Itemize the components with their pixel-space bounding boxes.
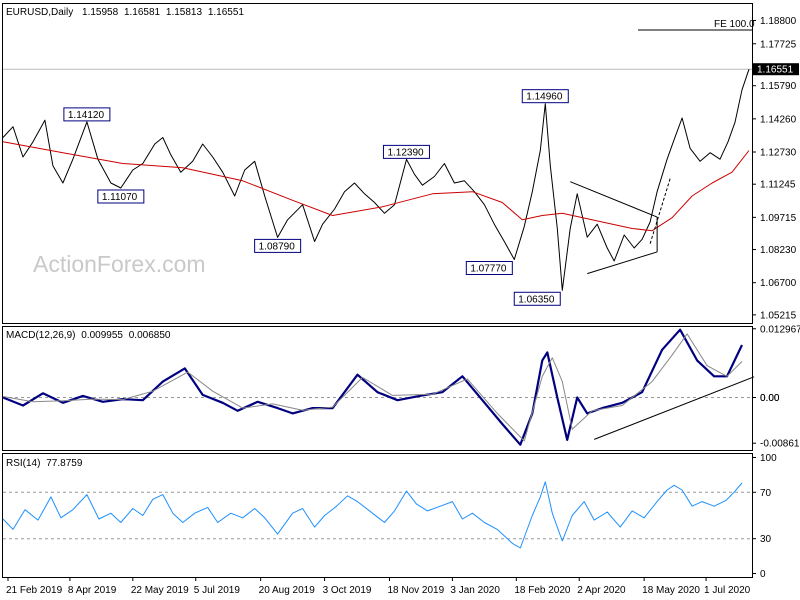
price-annotation-box <box>63 107 111 122</box>
x-tick-label: 18 Nov 2019 <box>387 585 444 596</box>
y-tick-label: -0.008616 <box>760 439 800 450</box>
low-value: 1.15813 <box>166 7 203 18</box>
y-tick-label: 0 <box>760 569 766 580</box>
fe-level-label: FE 100.0 <box>714 19 755 30</box>
watermark: ActionForex.com <box>33 251 206 277</box>
macd-header: MACD(12,26,9) 0.009955 0.006850 <box>6 330 171 341</box>
macd-trendline <box>594 376 755 440</box>
timeframe: Daily <box>51 7 73 18</box>
x-tick-label: 18 May 2020 <box>642 585 700 596</box>
rsi-header: RSI(14) 77.8759 <box>6 458 83 469</box>
current-price-tag <box>753 63 799 76</box>
high-value: 1.16581 <box>124 7 161 18</box>
x-tick-label: 5 Jul 2019 <box>194 585 241 596</box>
rsi-value: 77.8759 <box>46 458 83 469</box>
x-tick-label: 20 Aug 2019 <box>259 585 316 596</box>
price-annotation-label: 1.07770 <box>470 264 507 275</box>
price-annotation-box <box>254 238 302 253</box>
symbol: EURUSD <box>6 7 48 18</box>
price-annotation-box <box>521 89 569 104</box>
y-tick-label: 1.12730 <box>760 148 797 159</box>
y-tick-label: 100 <box>760 453 777 464</box>
macd-signal-tag: 0.00 <box>760 393 780 404</box>
triangle-upper <box>570 181 658 218</box>
close-value: 1.16551 <box>208 7 245 18</box>
y-tick-label: 1.05215 <box>760 310 797 321</box>
x-tick-label: 2 Apr 2020 <box>577 585 626 596</box>
y-tick-label: 1.06700 <box>760 278 797 289</box>
price-annotation-label: 1.08790 <box>259 241 296 252</box>
y-tick-label: 1.11245 <box>760 180 796 191</box>
macd-panel <box>2 326 753 451</box>
x-tick-label: 21 Feb 2019 <box>6 585 63 596</box>
price-annotation-label: 1.14960 <box>526 92 563 103</box>
price-annotation-label: 1.06350 <box>518 294 555 305</box>
y-tick-label: 30 <box>760 534 772 545</box>
price-annotation-box <box>465 261 513 276</box>
x-axis: 21 Feb 2019 8 Apr 2019 22 May 2019 5 Jul 20… <box>6 577 751 596</box>
y-tick-label: 1.14260 <box>760 114 797 125</box>
series-rsi <box>2 481 743 549</box>
price-annotation-label: 1.14120 <box>68 110 105 121</box>
triangle-lower <box>587 251 658 275</box>
breakout-dashed <box>649 178 671 244</box>
x-tick-label: 3 Jan 2020 <box>450 585 500 596</box>
x-tick-label: 3 Oct 2019 <box>323 585 372 596</box>
y-tick-label: 1.09715 <box>760 213 797 224</box>
current-price-label: 1.16551 <box>757 65 794 76</box>
series-signal <box>2 333 743 442</box>
y-tick-label: 0.00 <box>760 393 780 404</box>
series-price <box>2 69 750 291</box>
price-plot: 1.18800 1.17725 1.15790 1.14260 1.12730 1.112… <box>2 16 799 321</box>
price-annotation-box <box>382 144 430 159</box>
y-tick-label: 1.08230 <box>760 245 797 256</box>
series-ma <box>2 141 750 232</box>
y-tick-label: 1.18800 <box>760 16 797 27</box>
price-annotation-box <box>97 189 145 204</box>
price-annotation-box <box>513 291 561 306</box>
rsi-title: RSI(14) <box>6 458 40 469</box>
x-tick-label: 1 Jul 2020 <box>704 585 751 596</box>
macd-title: MACD(12,26,9) <box>6 330 75 341</box>
open-value: 1.15958 <box>82 7 119 18</box>
rsi-plot: 100 70 30 0 <box>2 453 777 580</box>
price-annotation-label: 1.12390 <box>387 147 424 158</box>
macd-signal-value: 0.006850 <box>129 330 171 341</box>
x-tick-label: 8 Apr 2019 <box>68 585 117 596</box>
macd-value: 0.009955 <box>81 330 123 341</box>
price-annotation-label: 1.11070 <box>102 192 138 203</box>
y-tick-label: 0.012967 <box>760 324 800 335</box>
x-tick-label: 22 May 2019 <box>131 585 189 596</box>
x-tick-label: 18 Feb 2020 <box>514 585 571 596</box>
y-tick-label: 1.15790 <box>760 81 797 92</box>
rsi-panel <box>2 453 753 578</box>
series-macd <box>2 328 743 446</box>
y-tick-label: 1.17725 <box>760 39 797 50</box>
price-header: EURUSD,Daily 1.15958 1.16581 1.15813 1.1… <box>6 7 244 18</box>
y-tick-label: 70 <box>760 488 772 499</box>
